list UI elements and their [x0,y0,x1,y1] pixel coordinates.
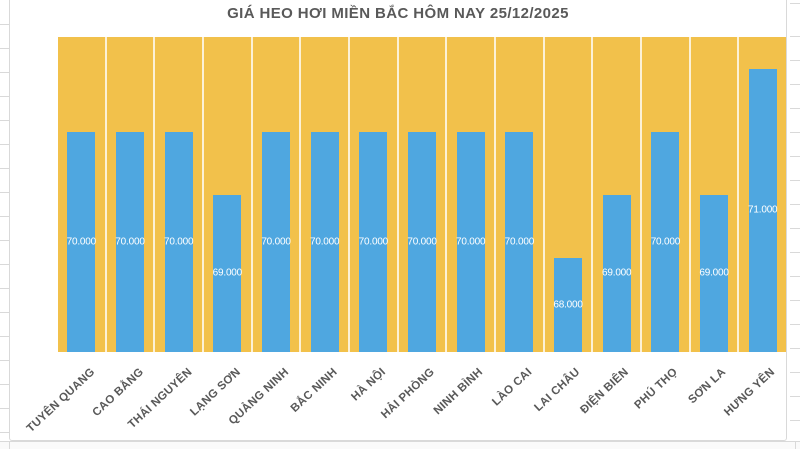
sheet-column-gridline [9,441,10,449]
bar[interactable]: 70.000 [505,131,534,352]
pig-price-bar-chart[interactable]: GIÁ HEO HƠI MIỀN BẮC HÔM NAY 25/12/2025 … [9,0,787,441]
bar[interactable]: 70.000 [407,131,437,352]
bar[interactable]: 70.000 [164,131,194,352]
bar-value-label: 70.000 [456,236,486,248]
x-axis-label: PHÚ THỌ [632,366,680,412]
x-axis-label: TUYÊN QUANG [24,366,98,435]
bar[interactable]: 68.000 [553,257,583,352]
bar[interactable]: 70.000 [310,131,340,352]
category-slot: 68.000 [542,37,592,352]
sheet-gridlines-right [790,0,800,441]
category-slot: 69.000 [591,37,641,352]
bar-value-label: 70.000 [407,236,437,248]
bar-value-label: 70.000 [261,236,291,248]
x-axis-label: LÀO CAI [489,366,535,409]
bar[interactable]: 70.000 [67,131,96,352]
bar-value-label: 70.000 [66,236,97,248]
category-slot: 69.000 [688,37,738,352]
category-slot: 70.000 [396,37,446,352]
bar-value-label: 69.000 [602,267,632,279]
bar-value-label: 69.000 [699,267,729,279]
bar[interactable]: 69.000 [213,194,242,352]
bar[interactable]: 70.000 [651,131,680,352]
bar-value-label: 69.000 [212,267,243,279]
category-slot: 70.000 [250,37,300,352]
bar-value-label: 68.000 [553,299,583,311]
bar-value-label: 70.000 [504,236,535,248]
bar[interactable]: 70.000 [115,131,145,352]
plot-area: 70.000 70.000 70.000 69.000 70.000 70.000 70.0… [58,37,787,352]
bar[interactable]: 70.000 [359,131,388,352]
bar-value-label: 70.000 [650,236,681,248]
bar-value-label: 70.000 [115,236,145,248]
bar-value-label: 70.000 [163,236,194,248]
category-slot: 70.000 [348,37,397,352]
bar[interactable]: 70.000 [261,131,291,352]
category-slot: 70.000 [640,37,689,352]
category-slot: 70.000 [445,37,495,352]
x-axis-label: HƯNG YÊN [721,366,777,419]
bar-value-label: 70.000 [309,236,340,248]
bar-value-label: 70.000 [358,236,389,248]
category-slot: 69.000 [202,37,251,352]
bar[interactable]: 69.000 [699,194,729,352]
x-axis-label: NINH BÌNH [432,366,486,418]
sheet-row-below-chart [0,441,800,449]
category-slot: 70.000 [299,37,349,352]
x-axis-label: HÀ NỘI [349,366,389,404]
bar-value-label: 71.000 [748,204,778,216]
bar[interactable]: 70.000 [456,131,486,352]
x-axis-label: BẮC NINH [289,366,341,415]
category-slot: 70.000 [58,37,105,352]
sheet-column-gridline [795,441,796,449]
sheet-gridlines-left [0,0,9,441]
bar[interactable]: 71.000 [748,68,778,352]
category-slot: 71.000 [737,37,787,352]
x-axis-label: SƠN LA [686,366,729,407]
category-slot: 70.000 [104,37,154,352]
bar[interactable]: 69.000 [602,194,632,352]
x-axis-label: ĐIỆN BIÊN [578,366,632,417]
x-axis-label: LAI CHÂU [532,366,583,414]
chart-title: GIÁ HEO HƠI MIỀN BẮC HÔM NAY 25/12/2025 [227,5,569,22]
category-slot: 70.000 [494,37,543,352]
category-slot: 70.000 [153,37,203,352]
